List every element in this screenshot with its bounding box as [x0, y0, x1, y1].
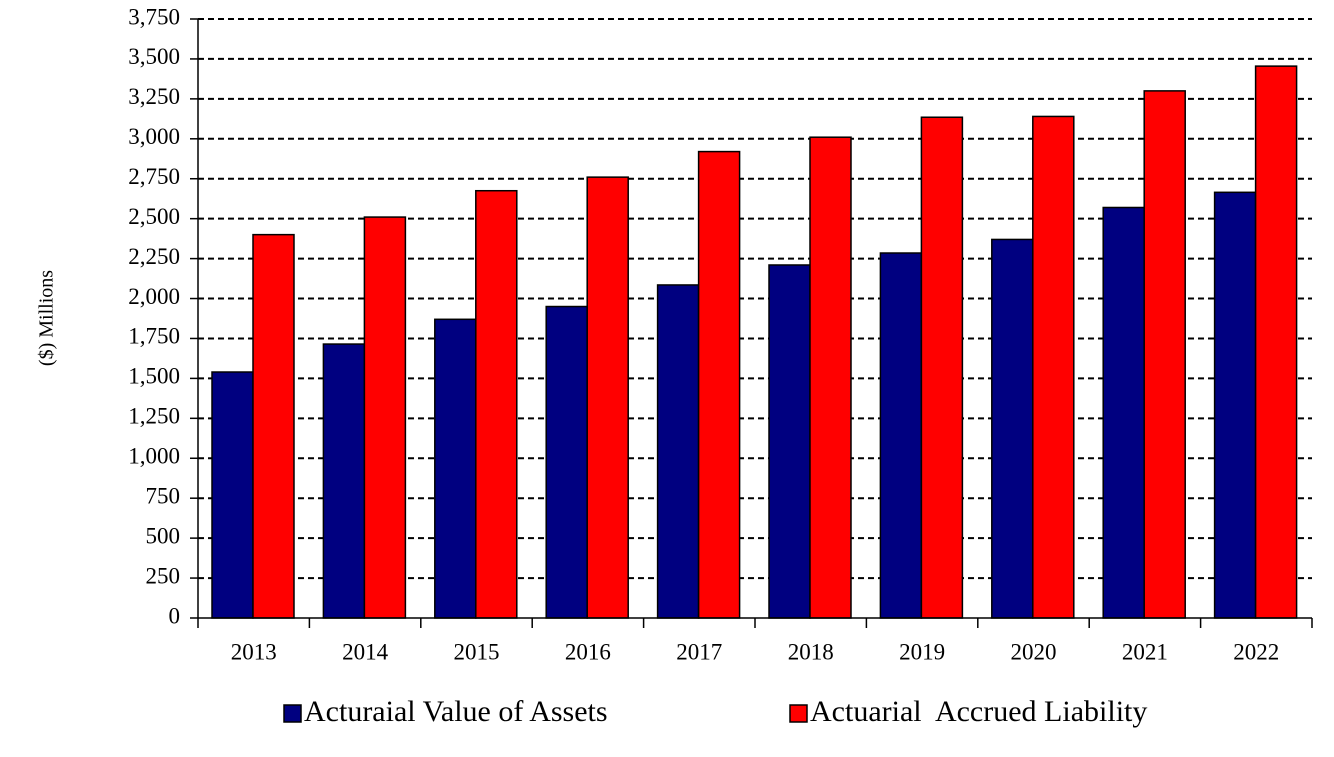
- x-tick-label: 2019: [899, 639, 945, 664]
- y-tick-label: 2,750: [128, 164, 180, 189]
- y-tick-label: 250: [146, 563, 181, 588]
- legend-swatch: [283, 704, 302, 723]
- y-tick-label: 3,500: [128, 44, 180, 69]
- bar: [697, 150, 741, 619]
- y-tick-label: 3,250: [128, 84, 180, 109]
- bar: [322, 343, 366, 619]
- bar: [252, 233, 295, 619]
- legend-swatch: [789, 704, 808, 723]
- y-tick-label: 3,000: [128, 124, 180, 149]
- y-tick-label: 1,750: [128, 324, 180, 349]
- bar: [656, 284, 700, 619]
- x-tick-label: 2018: [788, 639, 834, 664]
- y-axis-label: ($) Millions: [36, 270, 58, 366]
- bar: [879, 252, 923, 619]
- bar: [211, 371, 254, 619]
- bar: [768, 264, 811, 619]
- bar: [475, 189, 518, 619]
- x-tick-label: 2022: [1233, 639, 1279, 664]
- bar: [363, 216, 407, 619]
- bar: [1213, 191, 1257, 619]
- y-tick-label: 0: [169, 603, 181, 628]
- x-tick-label: 2015: [454, 639, 500, 664]
- legend-label: Actuarial Accrued Liability: [810, 695, 1147, 728]
- y-tick-label: 2,250: [128, 244, 180, 269]
- bar: [1032, 115, 1075, 619]
- x-tick-label: 2021: [1122, 639, 1168, 664]
- bar: [1254, 65, 1298, 619]
- bar: [434, 318, 477, 619]
- x-tick-label: 2020: [1011, 639, 1057, 664]
- y-tick-label: 1,500: [128, 364, 180, 389]
- bar: [545, 305, 588, 619]
- bar: [920, 116, 964, 619]
- y-tick-label: 3,750: [128, 4, 180, 29]
- bar: [1143, 90, 1186, 619]
- y-tick-label: 2,500: [128, 204, 180, 229]
- y-tick-label: 1,250: [128, 404, 180, 429]
- y-tick-label: 750: [146, 483, 181, 508]
- bar: [809, 136, 852, 619]
- bar: [586, 176, 629, 619]
- x-tick-label: 2016: [565, 639, 611, 664]
- x-tick-label: 2013: [231, 639, 277, 664]
- x-tick-label: 2017: [676, 639, 722, 664]
- bar: [991, 238, 1034, 619]
- x-tick-label: 2014: [342, 639, 389, 664]
- y-tick-label: 1,000: [128, 444, 180, 469]
- legend-label: Acturaial Value of Assets: [304, 695, 608, 728]
- y-tick-label: 2,000: [128, 284, 180, 309]
- bar: [1102, 206, 1145, 619]
- y-tick-label: 500: [146, 523, 181, 548]
